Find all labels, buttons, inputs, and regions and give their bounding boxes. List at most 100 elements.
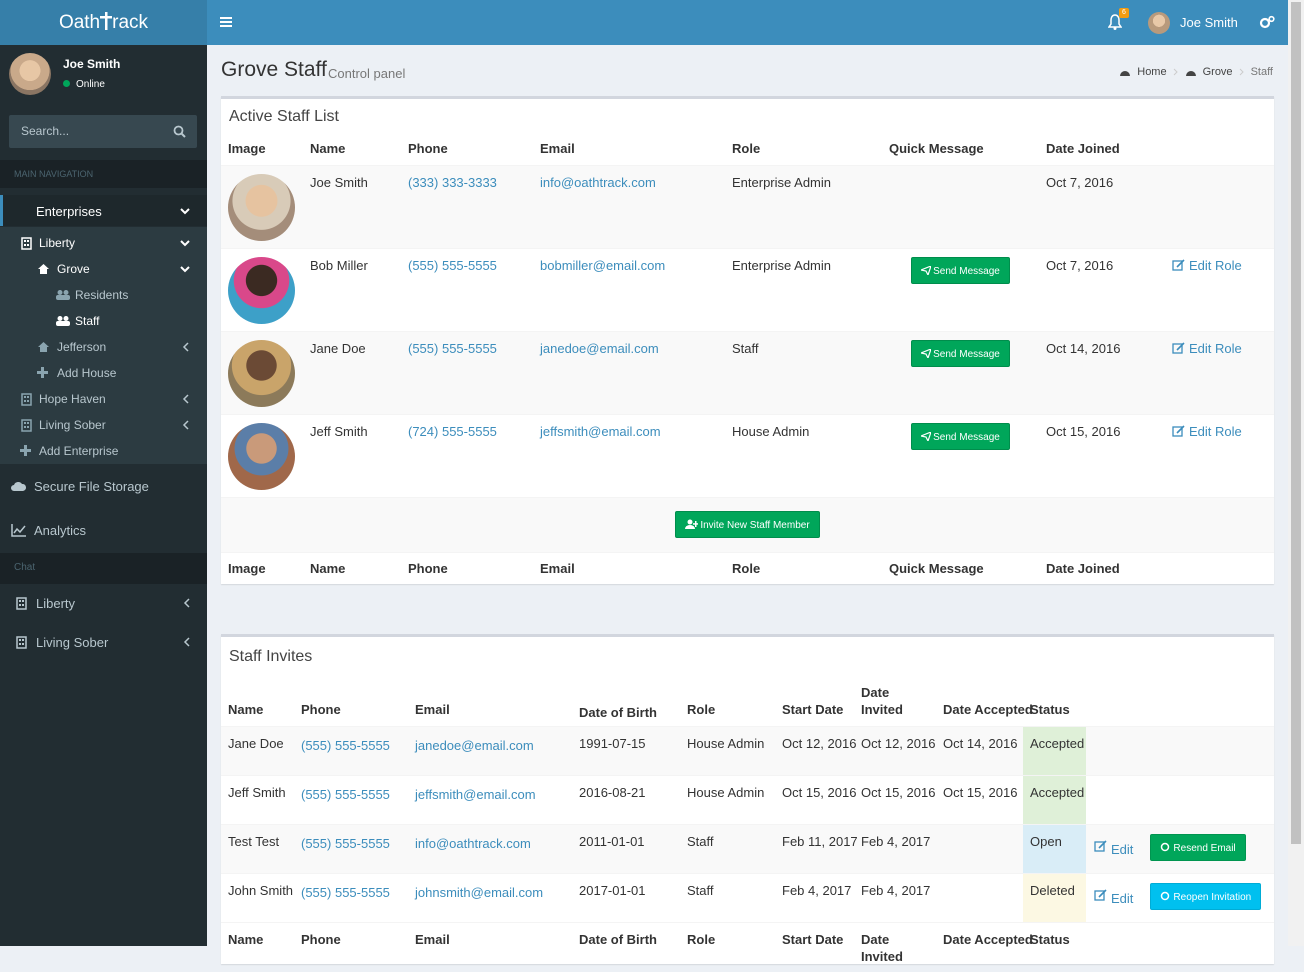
nav-item[interactable]: Liberty: [0, 595, 207, 619]
online-dot: [63, 80, 70, 87]
menu-toggle[interactable]: [220, 16, 232, 28]
phone-cell: (555) 555-5555: [401, 248, 533, 331]
email-cell: johnsmith@email.com: [408, 873, 572, 922]
edit-link[interactable]: Edit: [1111, 890, 1134, 906]
avatar: [228, 422, 295, 490]
nav-item[interactable]: Jefferson: [0, 339, 207, 361]
email[interactable]: jeffsmith@email.com: [415, 786, 536, 802]
column-header: Status: [1030, 931, 1070, 947]
crumb: Staff: [1250, 66, 1273, 78]
settings-icon[interactable]: [1259, 15, 1275, 29]
button-label: Resend Email: [1173, 842, 1236, 854]
accepted-cell: [936, 824, 1023, 873]
column-footer: Phone: [408, 560, 448, 576]
nav-item[interactable]: Add Enterprise: [0, 443, 207, 465]
button-label: Send Message: [933, 265, 1000, 277]
phone[interactable]: (333) 333-3333: [408, 174, 497, 190]
scrollbar[interactable]: [1288, 0, 1304, 946]
button-label: Send Message: [933, 431, 1000, 443]
status-cell: Accepted: [1023, 726, 1086, 775]
edit-link[interactable]: Edit: [1111, 841, 1134, 857]
user-name[interactable]: Joe Smith: [1180, 15, 1238, 30]
invite-button[interactable]: Invite New Staff Member: [675, 511, 820, 538]
nav-item[interactable]: Analytics: [0, 522, 207, 546]
nav-item[interactable]: Living Sober: [0, 417, 207, 439]
phone[interactable]: (555) 555-5555: [301, 884, 390, 900]
email[interactable]: jeffsmith@email.com: [540, 423, 661, 439]
search-placeholder: Search...: [21, 124, 70, 138]
phone[interactable]: (555) 555-5555: [408, 257, 497, 273]
button-label: Reopen Invitation: [1173, 891, 1252, 903]
dob-cell: 1991-07-15: [572, 726, 680, 775]
section-title: MAIN NAVIGATION: [14, 169, 94, 179]
start: Feb 4, 2017: [782, 882, 852, 898]
email[interactable]: janedoe@email.com: [540, 340, 659, 356]
date-joined: Oct 15, 2016: [1046, 423, 1121, 439]
action-button[interactable]: Reopen Invitation: [1150, 882, 1262, 910]
column-footer: Name: [310, 560, 346, 576]
email[interactable]: bobmiller@email.com: [540, 257, 666, 273]
name: Jane Doe: [310, 340, 366, 356]
crumb-icon: [1120, 71, 1131, 76]
edit-cell: [1159, 165, 1274, 248]
column-header: Phone: [301, 701, 341, 717]
bell-icon[interactable]: [1108, 14, 1122, 30]
phone[interactable]: (555) 555-5555: [408, 340, 497, 356]
role-cell: Staff: [680, 824, 775, 873]
dob: 2011-01-01: [579, 833, 645, 849]
role-cell: House Admin: [725, 414, 882, 497]
edit-role-link[interactable]: Edit Role: [1189, 423, 1242, 439]
nav-item[interactable]: Grove: [0, 261, 207, 283]
crumb[interactable]: Grove: [1202, 66, 1233, 78]
nav-item[interactable]: Add House: [0, 365, 207, 387]
action-button[interactable]: Resend Email: [1150, 833, 1246, 861]
nav-label: Living Sober: [39, 418, 106, 432]
box-title: Active Staff List: [229, 108, 339, 125]
actions-cell: Edit Reopen Invitation: [1086, 873, 1274, 922]
nav-item[interactable]: Staff: [0, 313, 207, 335]
phone-cell: (555) 555-5555: [401, 331, 533, 414]
column-header: Start Date: [782, 701, 844, 717]
send-message-button[interactable]: Send Message: [911, 339, 1010, 367]
nav-label: Analytics: [34, 523, 87, 538]
date-joined-cell: Oct 14, 2016: [1039, 331, 1159, 414]
send-message-button[interactable]: Send Message: [911, 422, 1010, 450]
nav-item[interactable]: Living Sober: [0, 634, 207, 658]
nav-item[interactable]: Enterprises: [0, 203, 207, 227]
email[interactable]: info@oathtrack.com: [415, 835, 531, 851]
name: Test Test: [228, 833, 280, 849]
edit-role-link[interactable]: Edit Role: [1189, 257, 1242, 273]
phone[interactable]: (724) 555-5555: [408, 423, 497, 439]
nav-icon: [11, 524, 26, 537]
phone[interactable]: (555) 555-5555: [301, 737, 390, 753]
user-avatar[interactable]: [1148, 12, 1170, 34]
crumb[interactable]: Home: [1137, 66, 1167, 78]
name-cell: Joe Smith: [303, 165, 401, 248]
date-joined: Oct 7, 2016: [1046, 174, 1114, 190]
nav-item[interactable]: Liberty: [0, 235, 207, 257]
name: John Smith: [228, 882, 294, 898]
email[interactable]: janedoe@email.com: [415, 737, 534, 753]
column-footer: Email: [540, 560, 575, 576]
nav-label: Hope Haven: [39, 392, 106, 406]
scroll-thumb[interactable]: [1291, 2, 1301, 844]
name-cell: Bob Miller: [303, 248, 401, 331]
name: Jeff Smith: [310, 423, 368, 439]
nav-item[interactable]: Secure File Storage: [0, 478, 207, 502]
email[interactable]: info@oathtrack.com: [540, 174, 656, 190]
invited: Feb 4, 2017: [861, 833, 931, 849]
phone[interactable]: (555) 555-5555: [301, 786, 390, 802]
nav-item[interactable]: Hope Haven: [0, 391, 207, 413]
email[interactable]: johnsmith@email.com: [415, 884, 544, 900]
phone[interactable]: (555) 555-5555: [301, 835, 390, 851]
nav-item[interactable]: Residents: [0, 287, 207, 309]
send-message-button[interactable]: Send Message: [911, 256, 1010, 284]
edit-role-link[interactable]: Edit Role: [1189, 340, 1242, 356]
user-plus-icon: [685, 519, 700, 529]
button-icon: [1161, 842, 1170, 851]
search-box[interactable]: Search...: [9, 115, 197, 148]
column-header-blank: [1086, 676, 1274, 726]
logo[interactable]: Oath rack: [0, 0, 207, 45]
crumb-icon: [1185, 71, 1196, 76]
search-icon[interactable]: [173, 125, 186, 138]
